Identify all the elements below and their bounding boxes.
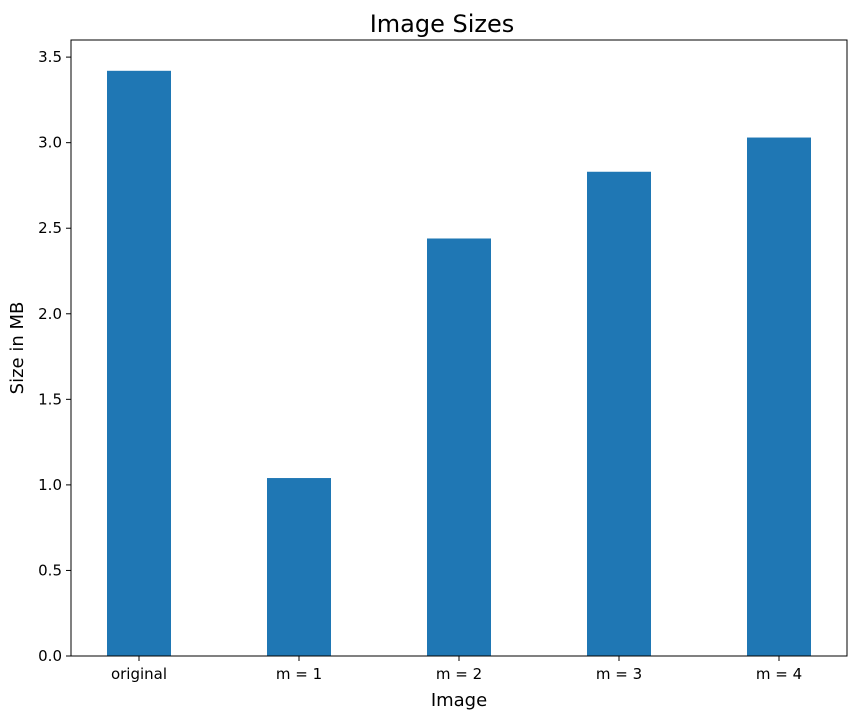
bar-0 [107, 70, 171, 657]
tick-group: original m = 1 m = 2 m = 3 m = 4 0.0 0.5 1.0 1.5… [38, 48, 802, 683]
plot-frame [70, 39, 848, 657]
x-tick-label: original [111, 665, 167, 683]
bar-2 [427, 238, 491, 656]
x-axis-label: Image [431, 690, 487, 711]
bar-group [107, 70, 811, 657]
chart-title: Image Sizes [370, 10, 515, 38]
y-tick-label: 3.0 [38, 134, 62, 152]
y-tick-label: 3.5 [38, 48, 62, 66]
x-tick-label: m = 1 [276, 665, 322, 683]
y-tick-label: 0.0 [38, 647, 62, 665]
y-tick-label: 1.5 [38, 390, 62, 408]
x-tick-label: m = 2 [436, 665, 482, 683]
bar-4 [747, 137, 811, 657]
x-tick-label: m = 4 [756, 665, 802, 683]
y-tick-label: 1.0 [38, 476, 62, 494]
bar-1 [267, 478, 331, 656]
y-axis-label: Size in MB [7, 302, 28, 395]
bar-3 [587, 171, 651, 656]
y-tick-label: 2.5 [38, 219, 62, 237]
y-tick-label: 2.0 [38, 305, 62, 323]
y-tick-label: 0.5 [38, 561, 62, 579]
x-tick-label: m = 3 [596, 665, 642, 683]
